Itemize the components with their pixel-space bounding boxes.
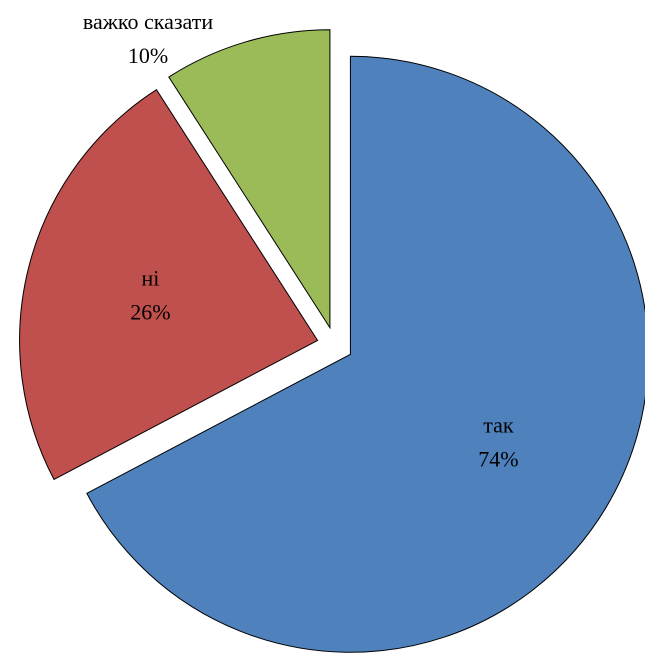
slice-value-label: 74% — [478, 447, 518, 472]
pie-slice — [168, 29, 331, 330]
slice-value-label: 26% — [130, 300, 170, 325]
slice-label: так — [483, 413, 514, 438]
pie-slice — [86, 55, 645, 653]
slice-value-label: 10% — [128, 43, 168, 68]
slice-label: ні — [141, 266, 159, 291]
pie-slice — [19, 89, 319, 481]
slice-label: важко сказати — [83, 9, 214, 34]
